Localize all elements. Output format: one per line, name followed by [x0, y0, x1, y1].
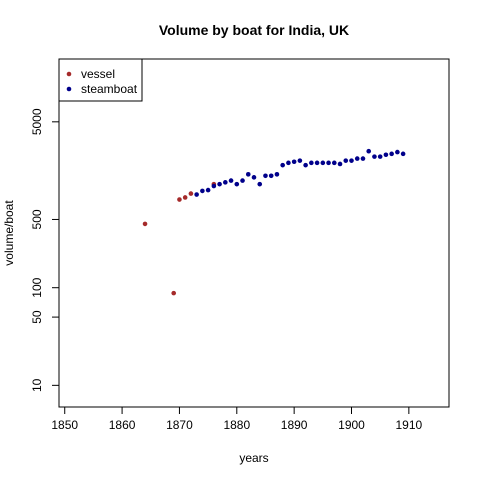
point-steamboat	[389, 151, 394, 157]
point-steamboat	[280, 162, 285, 168]
point-steamboat	[211, 183, 217, 189]
point-steamboat	[309, 160, 314, 166]
data-points	[142, 148, 406, 296]
x-tick-label: 1900	[338, 418, 365, 432]
y-tick-label: 500	[30, 209, 44, 229]
point-steamboat	[395, 149, 400, 155]
point-steamboat	[257, 181, 263, 187]
legend-marker-steamboat	[66, 86, 72, 92]
x-tick-label: 1890	[281, 418, 308, 432]
point-steamboat	[303, 162, 308, 168]
point-steamboat	[263, 173, 268, 179]
legend-marker-vessel	[66, 71, 72, 77]
point-vessel	[142, 221, 148, 227]
y-axis-label: volume/boat	[2, 200, 16, 266]
point-steamboat	[337, 161, 343, 167]
point-steamboat	[291, 159, 297, 165]
y-tick-label: 50	[30, 310, 44, 324]
point-steamboat	[268, 173, 274, 179]
point-vessel	[188, 191, 194, 196]
point-steamboat	[240, 178, 245, 183]
x-tick-label: 1880	[223, 418, 250, 432]
point-steamboat	[217, 181, 222, 187]
x-axis: 1850 1860 1870 1880 1890 1900 1910	[51, 406, 423, 432]
point-steamboat	[331, 160, 337, 166]
chart-title: Volume by boat for India, UK	[159, 22, 349, 38]
point-steamboat	[383, 152, 389, 158]
plot-frame	[58, 58, 450, 408]
point-steamboat	[360, 156, 366, 161]
point-steamboat	[286, 160, 291, 166]
legend-box	[58, 58, 143, 102]
x-tick-label: 1870	[166, 418, 193, 432]
point-steamboat	[200, 188, 205, 194]
y-tick-label: 10	[30, 378, 44, 392]
point-steamboat	[343, 158, 349, 163]
y-tick-label: 100	[30, 277, 44, 297]
point-steamboat	[314, 160, 320, 166]
point-steamboat	[377, 154, 383, 159]
y-axis: 10 50 100 500 5000	[30, 108, 60, 392]
x-tick-label: 1910	[396, 418, 423, 432]
point-steamboat	[400, 151, 406, 157]
point-steamboat	[372, 154, 377, 159]
point-steamboat	[274, 172, 280, 177]
legend-label-vessel: vessel	[81, 67, 115, 81]
point-steamboat	[194, 192, 199, 197]
point-steamboat	[320, 160, 326, 166]
point-steamboat	[326, 160, 331, 166]
point-vessel	[182, 195, 188, 200]
x-axis-label: years	[239, 451, 268, 465]
point-steamboat	[245, 172, 251, 177]
point-vessel	[171, 290, 177, 296]
point-steamboat	[234, 181, 240, 187]
legend-label-steamboat: steamboat	[81, 82, 138, 96]
point-steamboat	[349, 158, 354, 163]
point-steamboat	[354, 156, 360, 161]
point-steamboat	[205, 187, 211, 193]
point-steamboat	[297, 158, 303, 163]
y-tick-label: 5000	[30, 108, 44, 135]
point-vessel	[177, 197, 182, 202]
x-tick-label: 1850	[51, 418, 78, 432]
point-steamboat	[251, 175, 257, 180]
x-tick-label: 1860	[109, 418, 136, 432]
point-steamboat	[366, 148, 372, 154]
point-steamboat	[223, 180, 228, 185]
point-steamboat	[228, 178, 234, 183]
